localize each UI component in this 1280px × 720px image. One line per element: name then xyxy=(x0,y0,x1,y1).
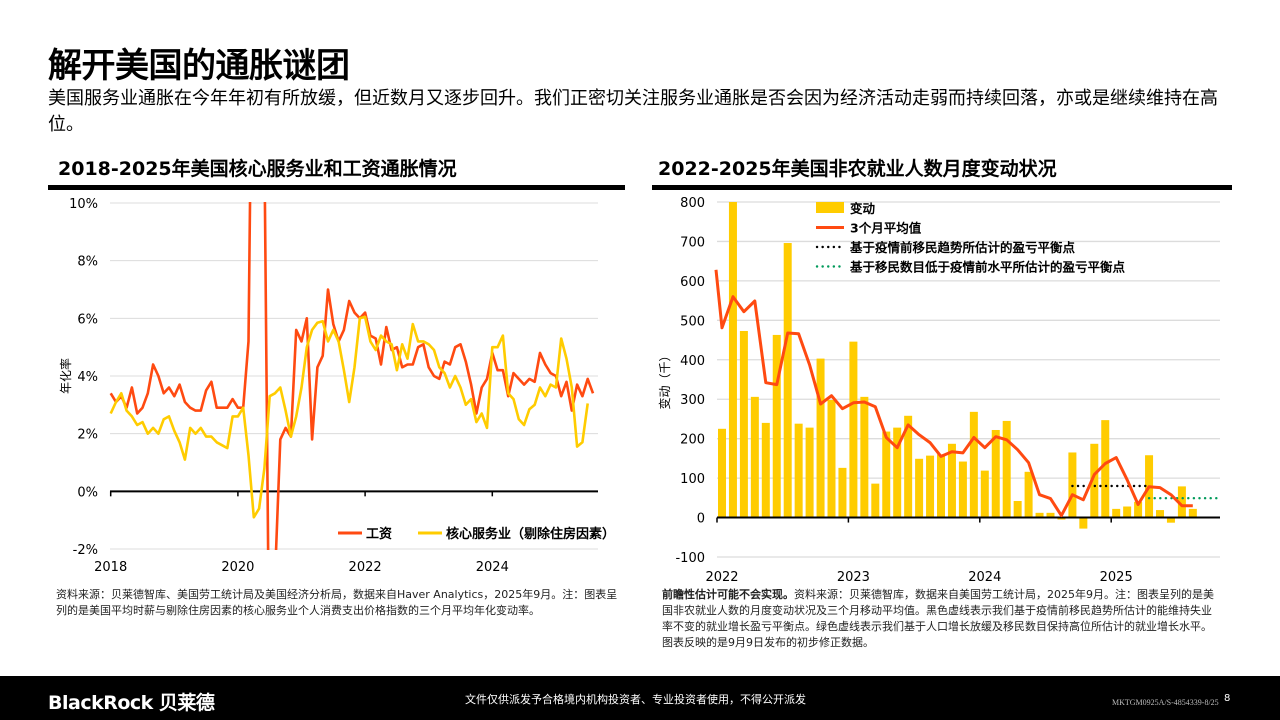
payroll-bar xyxy=(1188,508,1197,518)
x-tick-label: 2023 xyxy=(837,570,870,585)
payroll-bar xyxy=(926,455,935,518)
payroll-bar xyxy=(1046,512,1055,518)
y-axis-label: 变动（千） xyxy=(657,349,672,409)
payroll-bar xyxy=(849,341,858,518)
payroll-bar xyxy=(1101,420,1110,518)
x-tick-label: 2024 xyxy=(476,560,509,575)
right-note-text: 资料来源：贝莱德智库，数据来自美国劳工统计局，2025年9月。注：图表呈列的是美… xyxy=(662,588,1214,649)
payroll-bar xyxy=(1112,508,1121,518)
right-chart-title: 2022-2025年美国非农就业人数月度变动状况 xyxy=(652,154,1232,190)
x-tick-label: 2025 xyxy=(1100,570,1133,585)
y-tick-label: 0 xyxy=(697,512,705,527)
document-code: MKTGM0925A/S-4854339-8/25 xyxy=(1112,698,1219,707)
payroll-bar xyxy=(750,396,759,518)
y-tick-label: 800 xyxy=(680,196,705,211)
payroll-bar xyxy=(1079,517,1088,529)
payroll-bar xyxy=(1024,471,1033,518)
y-tick-label: 0% xyxy=(77,485,98,500)
legend-label: 基于疫情前移民趋势所估计的盈亏平衡点 xyxy=(849,240,1076,255)
distribution-disclaimer: 文件仅供派发予合格境内机构投资者、专业投资者使用，不得公开派发 xyxy=(465,693,806,706)
payroll-bar xyxy=(1002,420,1011,518)
wage-inflation-chart: -2% 0% 2% 4% 6% 8% 10% 年化率 2018 2020 2022 2024 工资 核心服… xyxy=(58,197,615,575)
y-tick-label: 8% xyxy=(77,255,98,270)
y-tick-label: -2% xyxy=(73,543,98,558)
payroll-bar xyxy=(958,461,967,518)
payroll-bar xyxy=(816,358,825,518)
payroll-bar xyxy=(893,427,902,518)
y-tick-label: 500 xyxy=(680,314,705,329)
y-tick-label: 10% xyxy=(69,197,98,212)
y-tick-label: 4% xyxy=(77,370,98,385)
payroll-bar xyxy=(772,334,781,518)
x-tick-label: 2022 xyxy=(705,570,738,585)
payroll-bar xyxy=(937,454,945,518)
y-tick-label: 300 xyxy=(680,393,705,408)
legend-label: 核心服务业（剔除住房因素） xyxy=(446,526,615,542)
payroll-bar xyxy=(882,431,891,518)
footer-bar: BlackRock 贝莱德 文件仅供派发予合格境内机构投资者、专业投资者使用，不… xyxy=(0,676,1280,720)
payroll-bar xyxy=(805,427,814,518)
y-tick-label: 600 xyxy=(680,275,705,290)
payroll-bar xyxy=(728,202,737,518)
payroll-bar xyxy=(1123,506,1132,518)
legend-label: 基于移民数目低于疫情前水平所估计的盈亏平衡点 xyxy=(849,260,1126,275)
y-tick-label: 700 xyxy=(680,235,705,250)
y-tick-label: 400 xyxy=(680,354,705,369)
y-tick-label: 2% xyxy=(77,428,98,443)
payroll-bar xyxy=(838,467,847,518)
payroll-bar xyxy=(1177,486,1186,518)
y-tick-label: -100 xyxy=(675,551,705,566)
payroll-bar xyxy=(947,443,956,518)
payroll-bar xyxy=(1090,443,1099,518)
three-month-average-line xyxy=(714,269,1193,518)
blackrock-logo: BlackRock 贝莱德 xyxy=(48,692,215,714)
x-tick-label: 2020 xyxy=(221,560,254,575)
page-subtitle: 美国服务业通胀在今年年初有所放缓，但近数月又逐步回升。我们正密切关注服务业通胀是… xyxy=(48,88,1218,135)
payroll-bar xyxy=(871,483,880,518)
payroll-bar xyxy=(827,400,836,518)
legend-label: 工资 xyxy=(366,526,392,542)
y-axis-label: 年化率 xyxy=(58,358,73,394)
payroll-bar xyxy=(1156,510,1164,518)
x-tick-label: 2022 xyxy=(349,560,382,575)
left-chart-title: 2018-2025年美国核心服务业和工资通胀情况 xyxy=(48,154,625,190)
payroll-bar xyxy=(980,470,989,518)
x-tick-label: 2018 xyxy=(94,560,127,575)
legend-label: 变动 xyxy=(850,201,876,216)
page-title: 解开美国的通胀谜团 xyxy=(48,46,350,86)
x-tick-label: 2024 xyxy=(968,570,1001,585)
payrolls-chart: -100 0 100 200 300 400 500 600 700 800 变动（千） 2022 20… xyxy=(657,196,1222,585)
payroll-bar xyxy=(783,243,792,518)
right-chart-source-note: 前瞻性估计可能不会实现。资料来源：贝莱德智库，数据来自美国劳工统计局，2025年… xyxy=(662,587,1222,651)
wages-line xyxy=(109,202,595,550)
legend-label: 3个月平均值 xyxy=(850,221,922,236)
payroll-bar xyxy=(1166,517,1175,523)
payroll-bar xyxy=(915,458,924,518)
payroll-bar xyxy=(1035,512,1044,518)
legend-swatch xyxy=(816,202,844,213)
y-tick-label: 200 xyxy=(680,433,705,448)
payroll-bar xyxy=(739,330,748,518)
payroll-bar xyxy=(860,396,869,518)
payroll-bar xyxy=(794,423,803,518)
payroll-bar xyxy=(761,422,770,518)
payroll-bar xyxy=(1134,501,1143,518)
left-chart-source-note: 资料来源：贝莱德智库、美国劳工统计局及美国经济分析局，数据来自Haver Ana… xyxy=(56,588,618,617)
payroll-bar xyxy=(904,415,913,518)
payroll-bar xyxy=(969,411,978,518)
y-tick-label: 6% xyxy=(77,312,98,327)
y-tick-label: 100 xyxy=(680,472,705,487)
payroll-bar xyxy=(991,429,1000,518)
forward-looking-disclaimer: 前瞻性估计可能不会实现。 xyxy=(662,588,794,601)
core-services-line xyxy=(109,315,589,519)
payroll-bar xyxy=(1013,500,1022,518)
page-number: 8 xyxy=(1224,693,1231,704)
payroll-bar xyxy=(718,428,726,518)
